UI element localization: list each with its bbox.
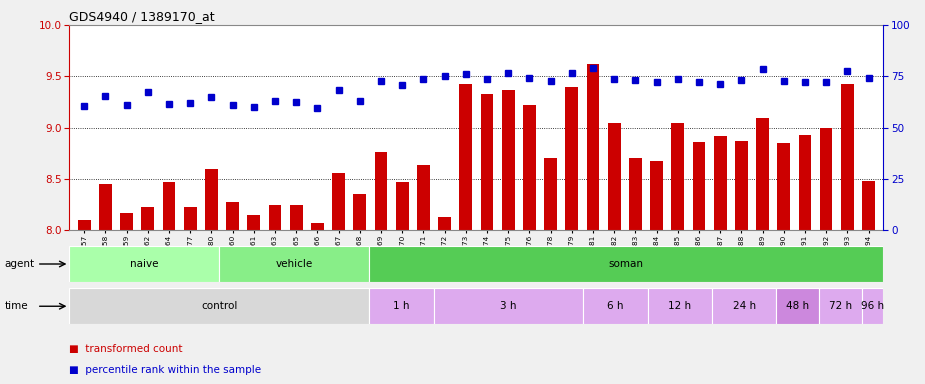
Bar bbox=[648, 288, 712, 324]
Bar bbox=[120, 213, 133, 230]
Text: control: control bbox=[201, 301, 238, 311]
Bar bbox=[650, 161, 663, 230]
Bar bbox=[756, 118, 769, 230]
Bar bbox=[776, 288, 820, 324]
Text: 96 h: 96 h bbox=[861, 301, 884, 311]
Text: 12 h: 12 h bbox=[668, 301, 691, 311]
Text: 72 h: 72 h bbox=[829, 301, 852, 311]
Text: 24 h: 24 h bbox=[733, 301, 756, 311]
Bar bbox=[841, 83, 854, 230]
Text: ■  percentile rank within the sample: ■ percentile rank within the sample bbox=[69, 365, 262, 375]
Bar bbox=[714, 136, 726, 230]
Text: 3 h: 3 h bbox=[500, 301, 517, 311]
Bar bbox=[460, 83, 472, 230]
Bar bbox=[311, 223, 324, 230]
Bar bbox=[434, 288, 584, 324]
Text: 6 h: 6 h bbox=[608, 301, 623, 311]
Text: agent: agent bbox=[5, 259, 35, 269]
Bar bbox=[584, 288, 647, 324]
Bar bbox=[69, 246, 219, 282]
Text: time: time bbox=[5, 301, 29, 311]
Bar bbox=[438, 217, 450, 230]
Bar bbox=[501, 90, 514, 230]
Bar bbox=[820, 127, 832, 230]
Bar bbox=[608, 122, 621, 230]
Bar bbox=[268, 205, 281, 230]
Bar bbox=[798, 135, 811, 230]
Bar bbox=[862, 288, 883, 324]
Bar bbox=[290, 205, 302, 230]
Bar bbox=[369, 288, 434, 324]
Bar bbox=[142, 207, 154, 230]
Bar bbox=[777, 143, 790, 230]
Text: GDS4940 / 1389170_at: GDS4940 / 1389170_at bbox=[69, 10, 215, 23]
Bar bbox=[820, 288, 862, 324]
Text: naive: naive bbox=[130, 259, 158, 269]
Bar bbox=[862, 181, 875, 230]
Bar bbox=[69, 288, 369, 324]
Text: 1 h: 1 h bbox=[393, 301, 410, 311]
Text: vehicle: vehicle bbox=[276, 259, 313, 269]
Bar bbox=[78, 220, 91, 230]
Text: soman: soman bbox=[609, 259, 644, 269]
Bar bbox=[735, 141, 747, 230]
Bar bbox=[205, 169, 217, 230]
Bar bbox=[163, 182, 176, 230]
Bar bbox=[672, 122, 684, 230]
Bar bbox=[544, 159, 557, 230]
Bar bbox=[586, 64, 599, 230]
Bar bbox=[375, 152, 388, 230]
Bar bbox=[353, 194, 366, 230]
Bar bbox=[99, 184, 112, 230]
Bar bbox=[629, 159, 642, 230]
Text: 48 h: 48 h bbox=[786, 301, 809, 311]
Bar bbox=[332, 173, 345, 230]
Bar bbox=[523, 105, 536, 230]
Bar bbox=[396, 182, 409, 230]
Bar bbox=[417, 165, 430, 230]
Text: ■  transformed count: ■ transformed count bbox=[69, 344, 183, 354]
Bar bbox=[369, 246, 883, 282]
Bar bbox=[219, 246, 369, 282]
Bar bbox=[481, 94, 493, 230]
Bar bbox=[712, 288, 776, 324]
Bar bbox=[693, 142, 705, 230]
Bar bbox=[184, 207, 196, 230]
Bar bbox=[247, 215, 260, 230]
Bar bbox=[227, 202, 239, 230]
Bar bbox=[565, 87, 578, 230]
